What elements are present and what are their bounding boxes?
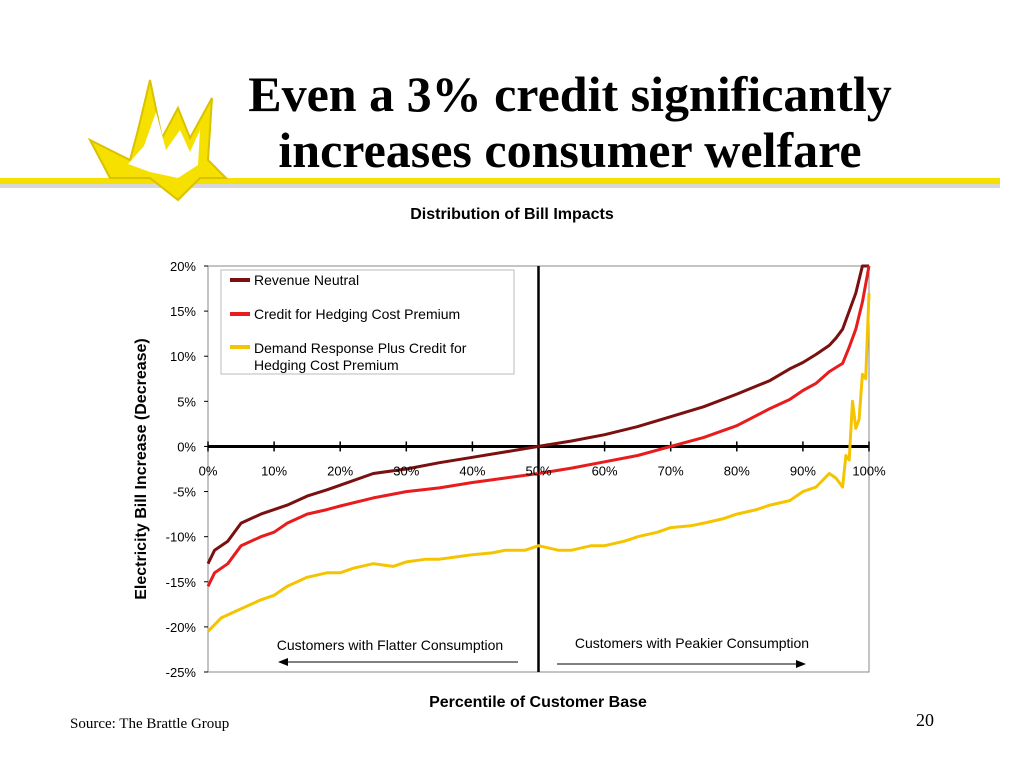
- y-axis-label: Electricity Bill Increase (Decrease): [133, 338, 150, 599]
- x-tick-labels: 0% 10% 20% 30% 40% 50% 60% 70% 80% 90% 100%: [199, 463, 886, 478]
- slide-title-line-1: Even a 3% credit significantly: [248, 66, 892, 122]
- series-line-credit-hedging: [206, 265, 871, 587]
- arrowhead-left: [278, 658, 288, 666]
- annotation-flatter-consumption: Customers with Flatter Consumption: [277, 637, 503, 653]
- y-tick-label: -20%: [166, 620, 197, 635]
- x-tick-label: 90%: [790, 463, 816, 478]
- x-tick-label: 0%: [199, 463, 218, 478]
- slide-title: Even a 3% credit significantly increases…: [200, 66, 940, 178]
- y-tick-label: 0%: [177, 439, 196, 454]
- y-tick-label: -15%: [166, 575, 197, 590]
- y-tick-label: 15%: [170, 304, 196, 319]
- legend-label-revenue-neutral: Revenue Neutral: [254, 272, 359, 288]
- y-tick-label: -5%: [173, 485, 197, 500]
- arrowhead-right: [796, 660, 806, 668]
- y-tick-label: 5%: [177, 394, 196, 409]
- x-tick-label: 60%: [592, 463, 618, 478]
- x-tick-label: 30%: [393, 463, 419, 478]
- y-tick-label: 20%: [170, 259, 196, 274]
- x-axis-label: Percentile of Customer Base: [429, 694, 647, 711]
- annotation-peakier-consumption: Customers with Peakier Consumption: [575, 635, 809, 651]
- x-tick-label: 20%: [327, 463, 353, 478]
- y-axis: 20% 15% 10% 5% 0% -5% -10% -15% -20% -25%: [166, 259, 208, 680]
- y-tick-label: 10%: [170, 349, 196, 364]
- y-tick-label: -25%: [166, 665, 197, 680]
- source-credit: Source: The Brattle Group: [70, 716, 230, 732]
- chart-title: Distribution of Bill Impacts: [410, 206, 614, 223]
- y-tick-label: -10%: [166, 530, 197, 545]
- legend-box: [220, 269, 515, 375]
- x-tick-label: 70%: [658, 463, 684, 478]
- x-tick-label: 80%: [724, 463, 750, 478]
- x-tick-label: 40%: [459, 463, 485, 478]
- page-number: 20: [916, 710, 934, 730]
- slide-title-line-2: increases consumer welfare: [278, 122, 862, 178]
- legend-label-demand-response: Demand Response Plus Credit for Hedging …: [254, 340, 470, 373]
- legend: Revenue Neutral Credit for Hedging Cost …: [220, 269, 515, 375]
- x-tick-label: 100%: [852, 463, 886, 478]
- legend-label-credit-hedging: Credit for Hedging Cost Premium: [254, 306, 460, 322]
- series-line-demand-response: [206, 293, 871, 633]
- x-tick-label: 50%: [525, 463, 551, 478]
- series-line-revenue-neutral: [206, 264, 869, 565]
- series-lines: [206, 264, 871, 633]
- yellow-starburst-logo: [0, 79, 1000, 202]
- x-tick-label: 10%: [261, 463, 287, 478]
